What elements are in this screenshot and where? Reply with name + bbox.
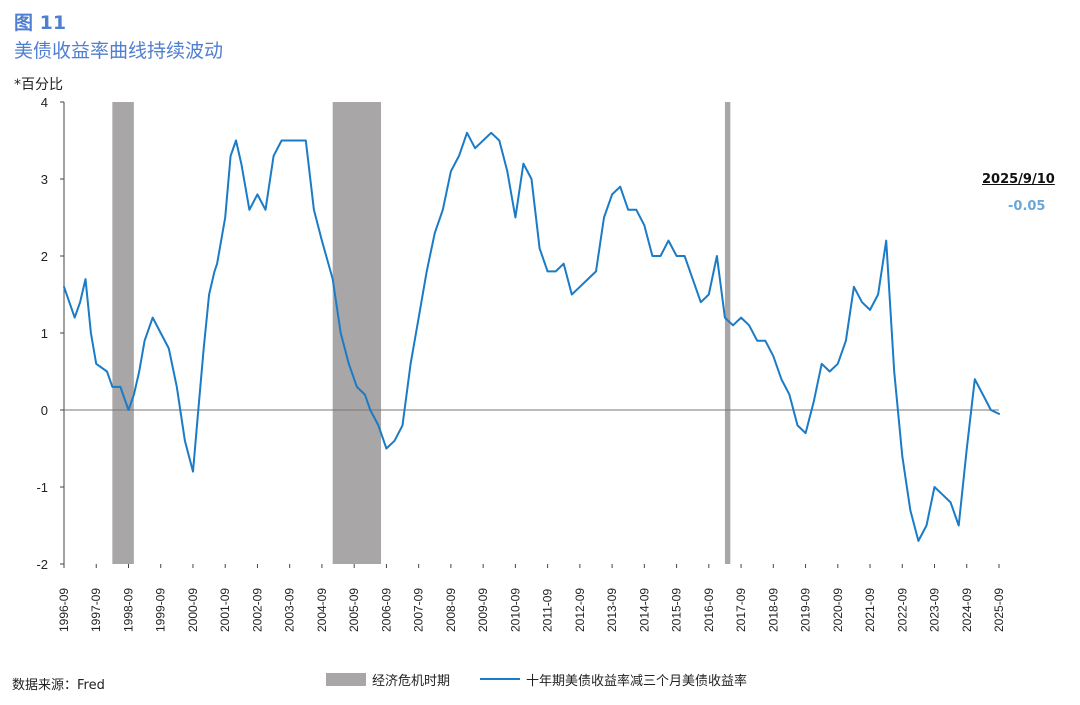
y-tick-label: -1 bbox=[36, 480, 48, 495]
y-tick-label: 4 bbox=[41, 95, 48, 110]
x-tick-label: 2003-09 bbox=[283, 588, 297, 632]
y-tick-label: 2 bbox=[41, 249, 48, 264]
x-tick-label: 2024-09 bbox=[960, 588, 974, 632]
x-tick-label: 2000-09 bbox=[186, 588, 200, 632]
y-tick-label: 1 bbox=[41, 326, 48, 341]
x-tick-label: 2010-09 bbox=[508, 588, 522, 632]
legend-label-recession: 经济危机时期 bbox=[372, 673, 451, 689]
x-tick-label: 2001-09 bbox=[218, 588, 232, 632]
figure-label: 图 11 bbox=[14, 12, 67, 34]
chart-legend: 经济危机时期 十年期美债收益率减三个月美债收益率 bbox=[326, 669, 747, 689]
source-note: 数据来源：Fred bbox=[12, 678, 105, 693]
x-tick-label: 2012-09 bbox=[573, 588, 587, 632]
y-tick-label: -2 bbox=[36, 557, 48, 572]
recession-band-3 bbox=[724, 102, 731, 564]
x-tick-label: 2002-09 bbox=[250, 588, 264, 632]
x-tick-label: 1998-09 bbox=[121, 588, 135, 632]
x-tick-label: 2022-09 bbox=[895, 588, 909, 632]
y-tick-label: 0 bbox=[41, 403, 48, 418]
x-tick-label: 1997-09 bbox=[89, 588, 103, 632]
x-tick-label: 2006-09 bbox=[379, 588, 393, 632]
legend-item-series: 十年期美债收益率减三个月美债收益率 bbox=[450, 670, 747, 689]
x-tick-label: 2016-09 bbox=[702, 588, 716, 632]
x-tick-label: 2019-09 bbox=[799, 588, 813, 632]
legend-item-recession: 经济危机时期 bbox=[326, 670, 450, 689]
x-tick-label: 2008-09 bbox=[444, 588, 458, 632]
x-tick-label: 2021-09 bbox=[863, 588, 877, 632]
legend-swatch-recession bbox=[326, 672, 366, 686]
x-tick-label: 2025-09 bbox=[992, 588, 1006, 632]
x-tick-label: 2020-09 bbox=[831, 588, 845, 632]
x-tick-label: 2007-09 bbox=[412, 588, 426, 632]
y-axis: -2 -1 0 1 2 3 4 bbox=[36, 95, 65, 572]
series-line-1 bbox=[63, 131, 1000, 542]
x-tick-label: 2009-09 bbox=[476, 588, 490, 632]
x-tick-label: 2023-09 bbox=[928, 588, 942, 632]
x-axis: 1996-09 1997-09 1998-09 1999-09 2000-09 2001-… bbox=[57, 409, 1006, 632]
y-axis-unit-label: *百分比 bbox=[14, 77, 63, 93]
callout-date: 2025/9/10 bbox=[982, 172, 1055, 187]
callout-value: -0.05 bbox=[1008, 199, 1046, 214]
series-group bbox=[63, 131, 1000, 542]
recession-band-1 bbox=[112, 102, 134, 564]
x-tick-label: 2004-09 bbox=[315, 588, 329, 632]
x-tick-label: 2005-09 bbox=[347, 588, 361, 632]
x-tick-label: 1999-09 bbox=[154, 588, 168, 632]
legend-label-series: 十年期美债收益率减三个月美债收益率 bbox=[526, 673, 748, 689]
figure-title: 美债收益率曲线持续波动 bbox=[14, 40, 224, 62]
y-tick-label: 3 bbox=[41, 172, 48, 187]
x-tick-label: 2014-09 bbox=[637, 588, 651, 632]
x-tick-label: 2013-09 bbox=[605, 588, 619, 632]
recession-bands bbox=[112, 102, 731, 564]
x-tick-label: 2017-09 bbox=[734, 588, 748, 632]
x-tick-label: 1996-09 bbox=[57, 588, 71, 632]
x-tick-label: 2011-09 bbox=[541, 589, 555, 632]
x-tick-label: 2015-09 bbox=[670, 588, 684, 632]
x-tick-label: 2018-09 bbox=[766, 588, 780, 632]
legend-swatch-series bbox=[480, 678, 521, 680]
